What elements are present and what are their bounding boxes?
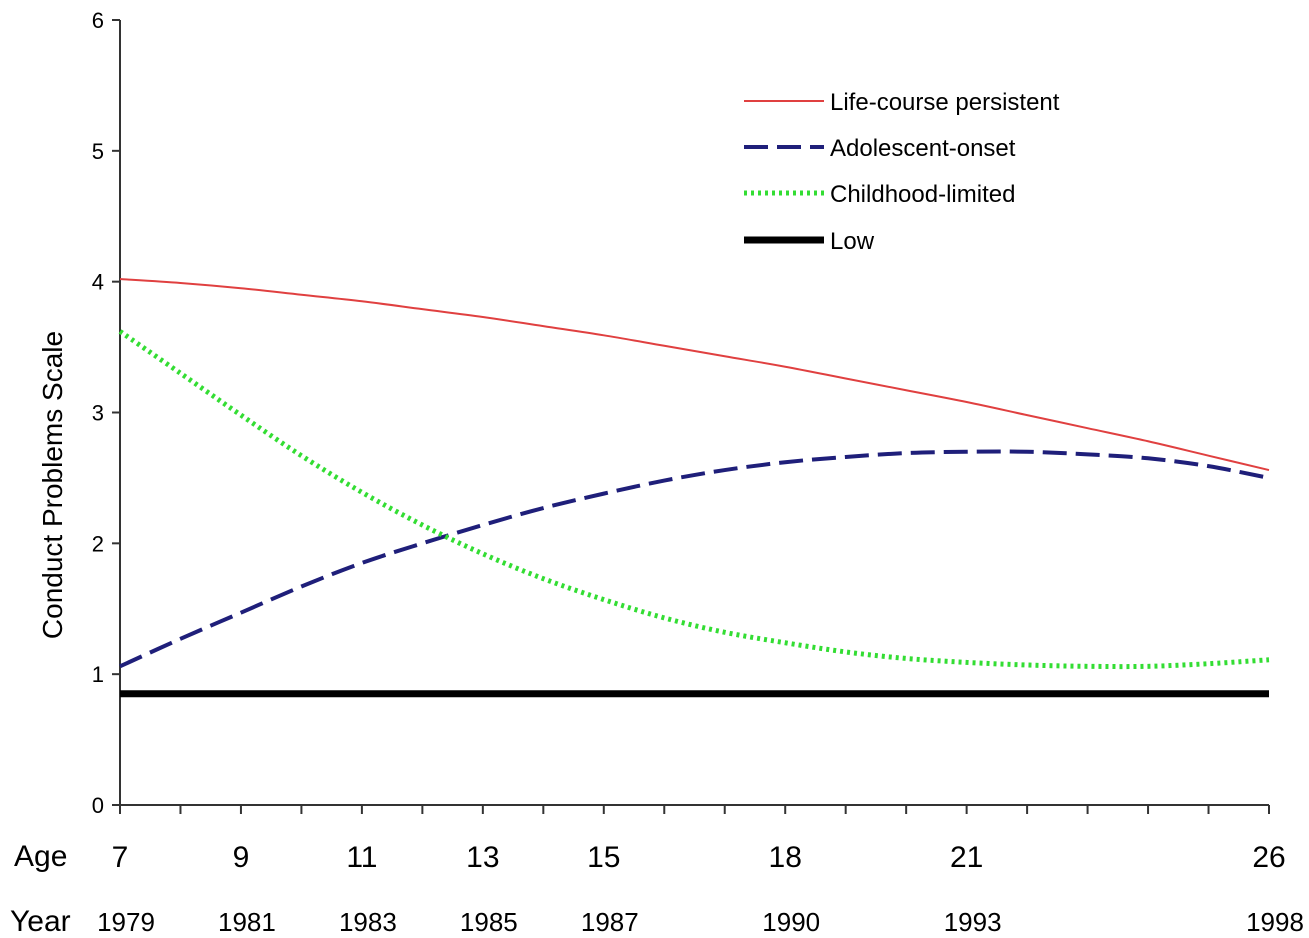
series-line-adolescent-onset	[119, 449, 1270, 669]
year-tick-label: 1998	[1246, 907, 1304, 937]
y-axis-label: Conduct Problems Scale	[37, 331, 68, 639]
legend-label: Low	[830, 228, 875, 255]
age-tick-label: 7	[112, 841, 129, 874]
age-row-label: Age	[14, 840, 67, 873]
age-tick-label: 9	[233, 841, 250, 874]
age-tick-label: 13	[466, 841, 499, 874]
legend-label: Life-course persistent	[830, 89, 1060, 116]
age-tick-label: 21	[950, 841, 983, 874]
y-tick-label: 5	[92, 139, 104, 164]
age-tick-label: 26	[1252, 841, 1285, 874]
y-tick-label: 6	[92, 8, 104, 33]
year-tick-label: 1983	[339, 907, 397, 937]
year-tick-label: 1987	[581, 907, 639, 937]
series-line-childhood-limited	[118, 329, 1270, 670]
y-tick-label: 2	[92, 531, 104, 556]
x-ticks: 7 1979 9 1981 11 1983 13 1985 15 1987 18 1990 21 1993…	[97, 805, 1304, 937]
series-lines	[118, 278, 1270, 698]
series-line-life-course-persistent	[119, 278, 1270, 472]
y-tick-label: 4	[92, 270, 104, 295]
y-tick-label: 0	[92, 793, 104, 818]
year-tick-label: 1985	[460, 907, 518, 937]
year-tick-label: 1993	[944, 907, 1002, 937]
y-tick-label: 3	[92, 401, 104, 426]
legend-label: Adolescent-onset	[830, 135, 1016, 162]
y-tick-label: 1	[92, 662, 104, 687]
year-tick-label: 1979	[97, 907, 155, 937]
legend-label: Childhood-limited	[830, 181, 1015, 208]
age-tick-label: 15	[587, 841, 620, 874]
year-tick-label: 1981	[218, 907, 276, 937]
age-tick-label: 18	[769, 841, 802, 874]
y-ticks: 0 1 2 3 4 5 6	[92, 8, 120, 818]
legend: Life-course persistent Adolescent-onset Ch…	[744, 89, 1060, 255]
year-row-label: Year	[10, 905, 71, 938]
year-tick-label: 1990	[762, 907, 820, 937]
age-tick-label: 11	[346, 841, 377, 874]
axes	[119, 20, 1269, 806]
